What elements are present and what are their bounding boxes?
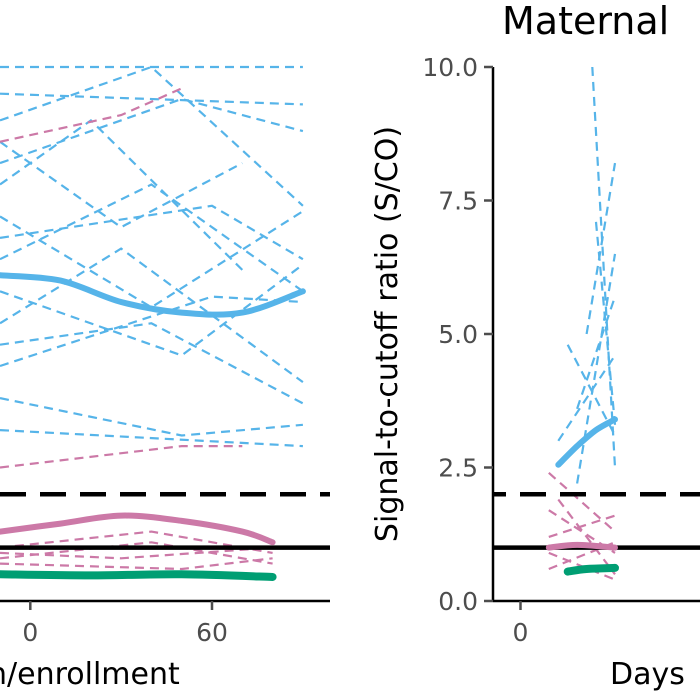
right-panel-title: Maternal [502,0,669,43]
left-smooth-line-green [0,570,277,581]
right-individual-line-blue-0 [591,66,617,468]
right-y-tick-label: 10.0 [422,53,478,82]
right-x-axis-title: Days [610,657,685,692]
right-y-ticks: 0.0 2.5 5.0 7.5 10.0 [422,53,493,616]
left-individual-line-blue-13 [0,397,303,437]
right-y-tick-label: 2.5 [438,454,478,483]
right-individual-line-pink-7 [548,471,616,533]
left-smooth-line-pink [0,512,276,546]
left-individual-line-pink-16 [0,445,243,469]
right-individual-line-pink-10 [548,541,616,571]
left-individual-line-blue-5 [0,118,244,271]
left-individual-line-blue-2 [0,65,304,207]
left-individual-line-blue-9 [0,263,304,357]
right-individual-line-blue-4 [576,296,617,410]
right-y-tick-label: 7.5 [438,187,478,216]
right-smooth-line-blue [555,416,618,468]
right-x-tick-label: 0 [513,618,529,647]
right-individual-line-blue-5 [557,354,616,442]
left-x-tick-label: 60 [196,618,228,647]
left-individual-line-blue-7 [0,204,304,261]
left-individual-line-blue-3 [0,97,304,165]
left-individual-line-pink-17 [0,530,273,554]
right-x-ticks: 0 [513,601,529,647]
left-individual-line-blue-6 [0,210,304,309]
left-individual-line-pink-20 [0,557,273,571]
right-plot-area [493,66,700,581]
right-individual-line-blue-2 [576,253,617,484]
right-individual-line-pink-9 [548,514,616,538]
left-x-axis-title: n/enrollment [0,657,180,692]
left-x-ticks: 0 60 [22,601,228,647]
right-y-tick-label: 0.0 [438,587,478,616]
left-individual-line-pink-18 [0,546,273,560]
left-individual-line-blue-8 [0,183,304,293]
left-individual-line-blue-1 [0,92,303,106]
left-individual-line-pink-15 [0,87,183,143]
left-panel: 0 60 n/enrollment [0,65,330,692]
right-smooth-line-green [563,563,619,576]
right-smooth-line-pink [545,541,618,551]
right-individual-line-blue-6 [594,221,617,425]
left-individual-line-blue-10 [0,247,304,383]
left-plot-area [0,65,330,581]
left-x-tick-label: 0 [22,618,38,647]
left-individual-line-blue-14 [0,429,303,448]
left-individual-line-pink-19 [0,541,273,565]
left-individual-line-blue-11 [0,322,304,405]
left-smooth-line-blue [0,272,306,318]
right-individual-line-pink-11 [557,498,616,575]
right-y-axis-title: Signal-to-cutoff ratio (S/CO) [370,126,405,542]
right-y-tick-label: 5.0 [438,320,478,349]
left-individual-line-blue-4 [0,140,243,229]
